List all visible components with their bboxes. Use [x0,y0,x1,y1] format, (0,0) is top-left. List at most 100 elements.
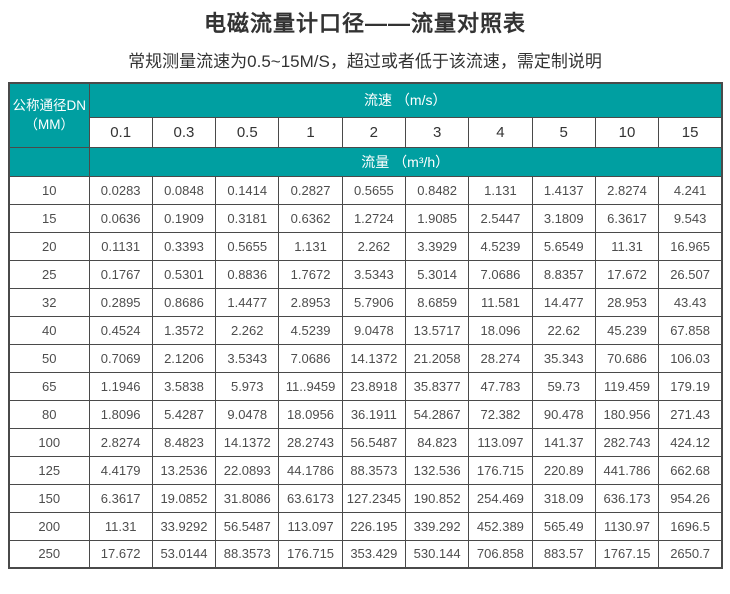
flow-value-cell: 1.8096 [88,399,153,429]
flow-value-cell: 53.0144 [151,539,217,569]
velocity-value-cell: 10 [594,116,660,148]
dn-cell: 32 [8,287,90,317]
dn-cell: 65 [8,371,90,401]
flow-value-cell: 16.965 [658,231,723,261]
flow-value-cell: 9.0478 [341,315,406,345]
flow-value-cell: 3.5343 [215,343,280,373]
flow-value-cell: 90.478 [531,399,596,429]
table-row: 20 0.1131 0.3393 0.5655 1.131 2.262 3.3929 4.52… [8,231,723,261]
flow-value-cell: 26.507 [658,259,723,289]
flow-value-cell: 8.4823 [151,427,217,457]
flow-value-cell: 8.6859 [404,287,470,317]
table-row: 150 6.3617 19.0852 31.8086 63.6173 127.2345 19… [8,483,723,513]
flow-value-cell: 2.5447 [468,203,533,233]
flow-value-cell: 1.131 [468,175,533,205]
flow-value-cell: 11.581 [468,287,533,317]
dn-cell: 150 [8,483,90,513]
flow-value-cell: 56.5487 [341,427,406,457]
dn-cell: 40 [8,315,90,345]
flow-value-cell: 141.37 [531,427,596,457]
flow-value-cell: 1.7672 [278,259,343,289]
velocity-value-cell: 0.3 [151,116,217,148]
flow-value-cell: 0.0848 [151,175,217,205]
flow-value-cell: 5.973 [215,371,280,401]
table-row: 10 0.0283 0.0848 0.1414 0.2827 0.5655 0.8482 1.… [8,175,723,205]
flow-value-cell: 3.3929 [404,231,470,261]
flow-value-cell: 1.2724 [341,203,406,233]
flow-value-cell: 18.0956 [278,399,343,429]
flow-value-cell: 1.4137 [531,175,596,205]
dn-cell: 200 [8,511,90,541]
dn-cell: 125 [8,455,90,485]
table-row: 15 0.0636 0.1909 0.3181 0.6362 1.2724 1.9085 2.… [8,203,723,233]
flow-value-cell: 5.7906 [341,287,406,317]
flow-value-cell: 180.956 [594,399,660,429]
header-row-velocity-band: 公称通径DN （MM） 流速 （m/s） [8,82,723,148]
flow-value-cell: 13.2536 [151,455,217,485]
velocity-value-cell: 3 [404,116,470,148]
flow-value-cell: 36.1911 [341,399,406,429]
flow-value-cell: 0.5655 [341,175,406,205]
table-row: 200 11.31 33.9292 56.5487 113.097 226.195 339.… [8,511,723,541]
flow-value-cell: 190.852 [404,483,470,513]
velocity-value-cell: 4 [468,116,533,148]
velocity-value-cell: 0.5 [215,116,280,148]
flow-value-cell: 4.4179 [88,455,153,485]
flow-value-cell: 0.1131 [88,231,153,261]
flow-value-cell: 35.343 [531,343,596,373]
flow-comparison-table: 公称通径DN （MM） 流速 （m/s） 0.1 0.3 0.5 1 2 3 4 5 10 15 … [8,82,723,569]
dn-cell: 25 [8,259,90,289]
flow-value-cell: 11..9459 [278,371,343,401]
velocity-value-cell: 0.1 [88,116,153,148]
flow-value-cell: 0.1767 [88,259,153,289]
flow-value-cell: 226.195 [341,511,406,541]
corner-header-line1: 公称通径DN [12,97,87,113]
flow-value-cell: 1.3572 [151,315,217,345]
flow-value-cell: 2.262 [341,231,406,261]
flow-value-cell: 2.8274 [88,427,153,457]
dn-cell: 10 [8,175,90,205]
flow-value-cell: 1767.15 [594,539,660,569]
flow-value-cell: 4.5239 [468,231,533,261]
table-row: 125 4.4179 13.2536 22.0893 44.1786 88.3573 132… [8,455,723,485]
dn-cell: 20 [8,231,90,261]
flow-value-cell: 339.292 [404,511,470,541]
flow-value-cell: 0.2827 [278,175,343,205]
flow-value-cell: 54.2867 [404,399,470,429]
velocity-header: 流速 （m/s） [88,82,723,118]
dn-cell: 250 [8,539,90,569]
dn-cell: 50 [8,343,90,373]
flow-value-cell: 0.0283 [88,175,153,205]
flow-value-cell: 0.4524 [88,315,153,345]
flow-value-cell: 19.0852 [151,483,217,513]
flow-value-cell: 2650.7 [658,539,723,569]
flow-value-cell: 1.4477 [215,287,280,317]
flow-value-cell: 31.8086 [215,483,280,513]
flow-value-cell: 0.8482 [404,175,470,205]
flow-value-cell: 318.09 [531,483,596,513]
flow-value-cell: 47.783 [468,371,533,401]
page-subtitle: 常规测量流速为0.5~15M/S，超过或者低于该流速，需定制说明 [128,52,602,71]
flow-value-cell: 127.2345 [341,483,406,513]
flow-value-cell: 45.239 [594,315,660,345]
flow-value-cell: 254.469 [468,483,533,513]
flow-value-cell: 1.131 [278,231,343,261]
flow-value-cell: 44.1786 [278,455,343,485]
flow-value-cell: 0.8686 [151,287,217,317]
flow-value-cell: 271.43 [658,399,723,429]
flow-value-cell: 88.3573 [341,455,406,485]
flow-value-cell: 282.743 [594,427,660,457]
flow-value-cell: 0.1909 [151,203,217,233]
dn-cell: 15 [8,203,90,233]
flow-value-cell: 441.786 [594,455,660,485]
flow-value-cell: 0.6362 [278,203,343,233]
flow-value-cell: 706.858 [468,539,533,569]
flow-value-cell: 132.536 [404,455,470,485]
table-row: 80 1.8096 5.4287 9.0478 18.0956 36.1911 54.286… [8,399,723,429]
flow-value-cell: 9.0478 [215,399,280,429]
flow-value-cell: 43.43 [658,287,723,317]
flow-header-spacer [8,146,90,177]
table-row: 40 0.4524 1.3572 2.262 4.5239 9.0478 13.5717 18… [8,315,723,345]
table-row: 65 1.1946 3.5838 5.973 11..9459 23.8918 35.837… [8,371,723,401]
flow-value-cell: 2.1206 [151,343,217,373]
